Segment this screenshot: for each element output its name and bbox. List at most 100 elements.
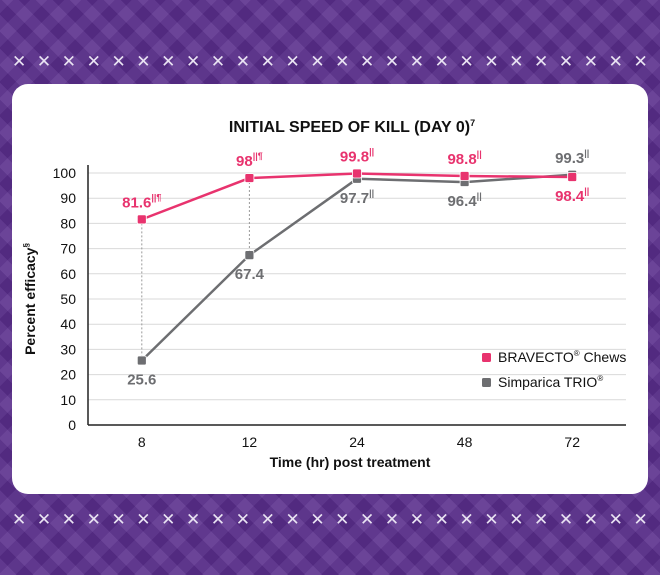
bravecto-point bbox=[352, 168, 362, 179]
x-mark-icon: ✕ bbox=[86, 51, 101, 72]
bravecto-legend-label: BRAVECTO® Chews bbox=[498, 349, 626, 365]
y-tick-label: 20 bbox=[60, 367, 76, 383]
y-tick-label: 100 bbox=[53, 165, 77, 181]
simparica-legend-label: Simparica TRIO® bbox=[498, 374, 603, 390]
x-mark-icon: ✕ bbox=[12, 51, 27, 72]
x-mark-icon: ✕ bbox=[136, 509, 151, 530]
x-mark-icon: ✕ bbox=[61, 51, 76, 72]
y-tick-label: 0 bbox=[68, 417, 76, 433]
bravecto-data-label: 98||¶ bbox=[236, 151, 263, 170]
y-tick-label: 70 bbox=[60, 241, 76, 257]
data-labels: 81.6||¶ 98||¶ 99.8|| 98.8|| 98.4|| 25.6 67.4 97… bbox=[122, 147, 589, 389]
x-mark-icon: ✕ bbox=[210, 51, 226, 72]
y-tick-label: 50 bbox=[60, 291, 76, 307]
decorative-x-row-top: ✕ ✕ ✕ ✕ ✕ ✕ ✕ ✕ ✕ ✕ ✕ ✕ ✕ ✕ ✕ ✕ ✕ ✕ ✕ ✕ ✕ ✕ ✕ ✕ ✕ ✕ bbox=[0, 50, 660, 74]
x-mark-icon: ✕ bbox=[235, 509, 250, 530]
x-mark-icon: ✕ bbox=[235, 51, 250, 72]
bravecto-point bbox=[136, 214, 147, 225]
chart-title: INITIAL SPEED OF KILL (DAY 0)7 bbox=[229, 118, 475, 136]
x-mark-icon: ✕ bbox=[459, 51, 474, 72]
x-mark-icon: ✕ bbox=[161, 51, 176, 72]
x-mark-icon: ✕ bbox=[12, 509, 27, 530]
x-mark-icon: ✕ bbox=[86, 509, 101, 530]
x-mark-icon: ✕ bbox=[409, 51, 424, 72]
x-mark-icon: ✕ bbox=[583, 509, 599, 530]
x-mark-icon: ✕ bbox=[210, 509, 226, 530]
x-mark-icon: ✕ bbox=[509, 51, 524, 72]
x-mark-icon: ✕ bbox=[335, 51, 350, 72]
simparica-data-label: 99.3|| bbox=[555, 148, 589, 167]
x-mark-icon: ✕ bbox=[558, 509, 574, 530]
x-mark-icon: ✕ bbox=[484, 51, 499, 72]
x-tick-label: 72 bbox=[564, 434, 580, 450]
simparica-point bbox=[244, 250, 255, 261]
x-mark-icon: ✕ bbox=[36, 509, 52, 530]
x-mark-icon: ✕ bbox=[310, 51, 325, 72]
simparica-point bbox=[136, 355, 147, 366]
x-mark-icon: ✕ bbox=[186, 509, 201, 530]
simparica-data-label: 25.6 bbox=[127, 371, 156, 388]
x-mark-icon: ✕ bbox=[558, 51, 574, 72]
simparica-data-label: 96.4|| bbox=[447, 191, 481, 210]
simparica-data-label: 97.7|| bbox=[340, 188, 374, 207]
x-mark-icon: ✕ bbox=[409, 509, 424, 530]
bravecto-data-label: 99.8|| bbox=[340, 147, 374, 166]
x-mark-icon: ✕ bbox=[310, 509, 325, 530]
bravecto-point bbox=[567, 172, 578, 182]
x-tick-label: 24 bbox=[349, 434, 365, 450]
x-mark-icon: ✕ bbox=[111, 509, 126, 530]
legend: BRAVECTO® Chews Simparica TRIO® bbox=[482, 349, 626, 390]
x-axis-label: Time (hr) post treatment bbox=[270, 454, 431, 470]
speed-of-kill-chart: INITIAL SPEED OF KILL (DAY 0)7 0 10 20 30 40… bbox=[22, 118, 626, 470]
x-mark-icon: ✕ bbox=[186, 51, 201, 72]
x-mark-icon: ✕ bbox=[136, 51, 151, 72]
decorative-x-row-bottom: ✕ ✕ ✕ ✕ ✕ ✕ ✕ ✕ ✕ ✕ ✕ ✕ ✕ ✕ ✕ ✕ ✕ ✕ ✕ ✕ ✕ ✕ ✕ ✕ ✕ ✕ bbox=[0, 508, 660, 532]
x-mark-icon: ✕ bbox=[360, 509, 375, 530]
bravecto-data-label: 81.6||¶ bbox=[122, 192, 161, 211]
x-tick-label: 12 bbox=[242, 434, 258, 450]
x-mark-icon: ✕ bbox=[161, 509, 176, 530]
x-tick-labels: 8 12 24 48 72 bbox=[138, 434, 580, 450]
y-tick-label: 30 bbox=[60, 341, 76, 357]
x-mark-icon: ✕ bbox=[285, 509, 300, 530]
x-mark-icon: ✕ bbox=[459, 509, 474, 530]
y-tick-label: 90 bbox=[60, 190, 76, 206]
bravecto-data-label: 98.4|| bbox=[555, 186, 589, 205]
y-tick-label: 60 bbox=[60, 266, 76, 282]
x-mark-icon: ✕ bbox=[335, 509, 350, 530]
bravecto-point bbox=[244, 173, 255, 183]
x-mark-icon: ✕ bbox=[61, 509, 76, 530]
series-markers bbox=[136, 168, 578, 366]
x-tick-label: 8 bbox=[138, 434, 146, 450]
y-tick-labels: 0 10 20 30 40 50 60 70 80 90 100 bbox=[53, 165, 77, 433]
x-mark-icon: ✕ bbox=[384, 51, 400, 72]
x-mark-icon: ✕ bbox=[434, 51, 449, 72]
x-tick-label: 48 bbox=[457, 434, 473, 450]
x-mark-icon: ✕ bbox=[285, 51, 300, 72]
simparica-data-label: 67.4 bbox=[235, 266, 265, 283]
x-mark-icon: ✕ bbox=[608, 509, 623, 530]
x-mark-icon: ✕ bbox=[360, 51, 375, 72]
bravecto-data-label: 98.8|| bbox=[447, 149, 481, 168]
y-tick-label: 10 bbox=[60, 392, 76, 408]
gridlines bbox=[87, 165, 626, 426]
x-mark-icon: ✕ bbox=[583, 51, 599, 72]
simparica-legend-swatch bbox=[482, 378, 491, 387]
x-mark-icon: ✕ bbox=[260, 509, 275, 530]
x-mark-icon: ✕ bbox=[434, 509, 449, 530]
x-mark-icon: ✕ bbox=[509, 509, 524, 530]
y-tick-label: 80 bbox=[60, 215, 76, 231]
x-mark-icon: ✕ bbox=[36, 51, 52, 72]
bravecto-point bbox=[459, 171, 470, 181]
y-axis-label: Percent efficacy§ bbox=[22, 243, 38, 355]
dashed-connectors bbox=[141, 178, 250, 361]
x-mark-icon: ✕ bbox=[384, 509, 400, 530]
x-mark-icon: ✕ bbox=[484, 509, 499, 530]
y-tick-label: 40 bbox=[60, 316, 76, 332]
x-mark-icon: ✕ bbox=[608, 51, 623, 72]
x-mark-icon: ✕ bbox=[260, 51, 275, 72]
chart-card: INITIAL SPEED OF KILL (DAY 0)7 0 10 20 30 40… bbox=[12, 84, 648, 494]
x-mark-icon: ✕ bbox=[534, 509, 549, 530]
x-mark-icon: ✕ bbox=[633, 51, 648, 72]
bravecto-legend-swatch bbox=[482, 353, 491, 362]
